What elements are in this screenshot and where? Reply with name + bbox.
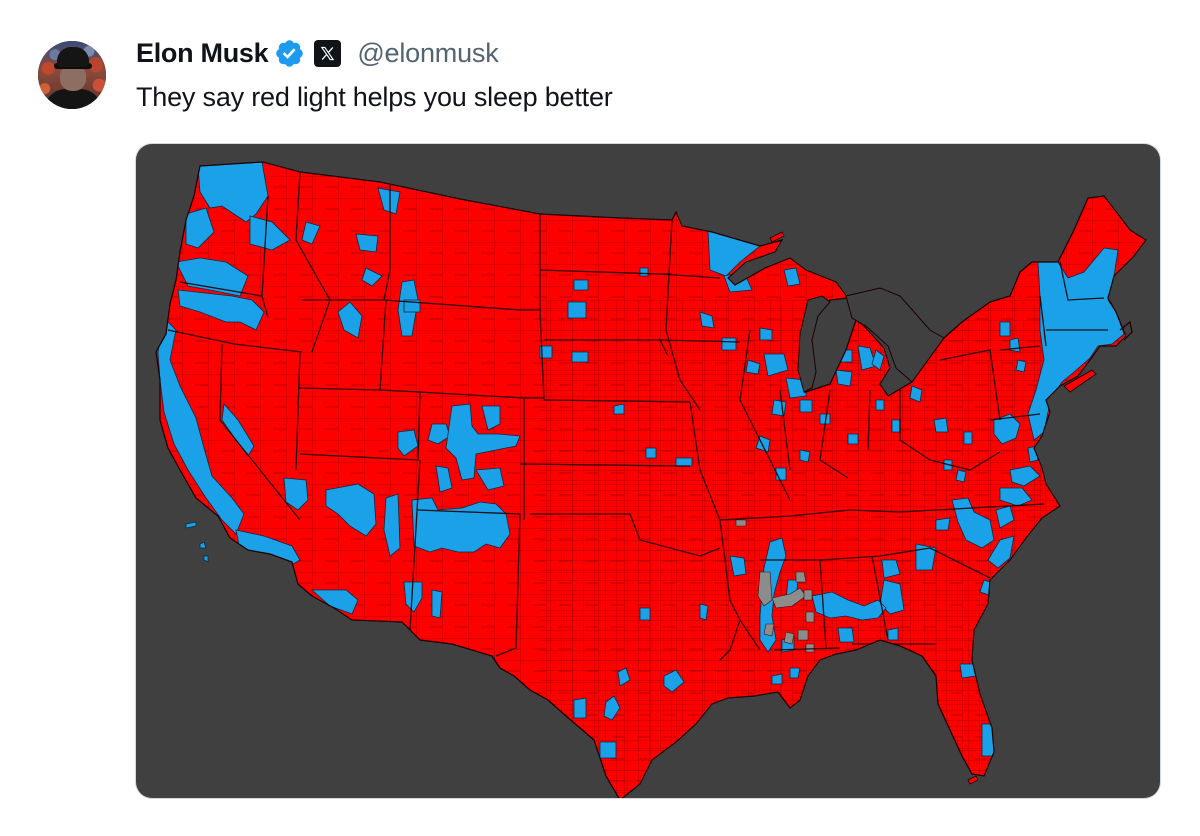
channel-islands — [185, 521, 209, 563]
florida-keys — [967, 775, 979, 785]
avatar-body — [44, 89, 102, 109]
author-handle[interactable]: @elonmusk — [357, 37, 499, 68]
tweet-media-image[interactable] — [136, 144, 1160, 798]
gray-regions — [735, 519, 815, 653]
author-display-name[interactable]: Elon Musk — [136, 37, 269, 68]
avatar[interactable] — [38, 41, 106, 109]
state-borders — [167, 171, 1108, 661]
isle-royale — [769, 231, 785, 243]
map-landmass — [156, 162, 1146, 798]
avatar-hat — [57, 47, 89, 67]
verified-checkmark-icon[interactable] — [274, 38, 305, 69]
lake-huron — [845, 287, 945, 383]
cape-cod — [1119, 320, 1133, 341]
lake-michigan — [797, 295, 831, 393]
tweet-header: Elon Musk @elonmusk — [136, 33, 499, 73]
tweet-text: They say red light helps you sleep bette… — [136, 82, 613, 112]
avatar-face — [60, 67, 86, 91]
x-logo-icon — [314, 39, 342, 67]
long-island — [1063, 369, 1097, 393]
us-county-map — [155, 161, 1147, 798]
